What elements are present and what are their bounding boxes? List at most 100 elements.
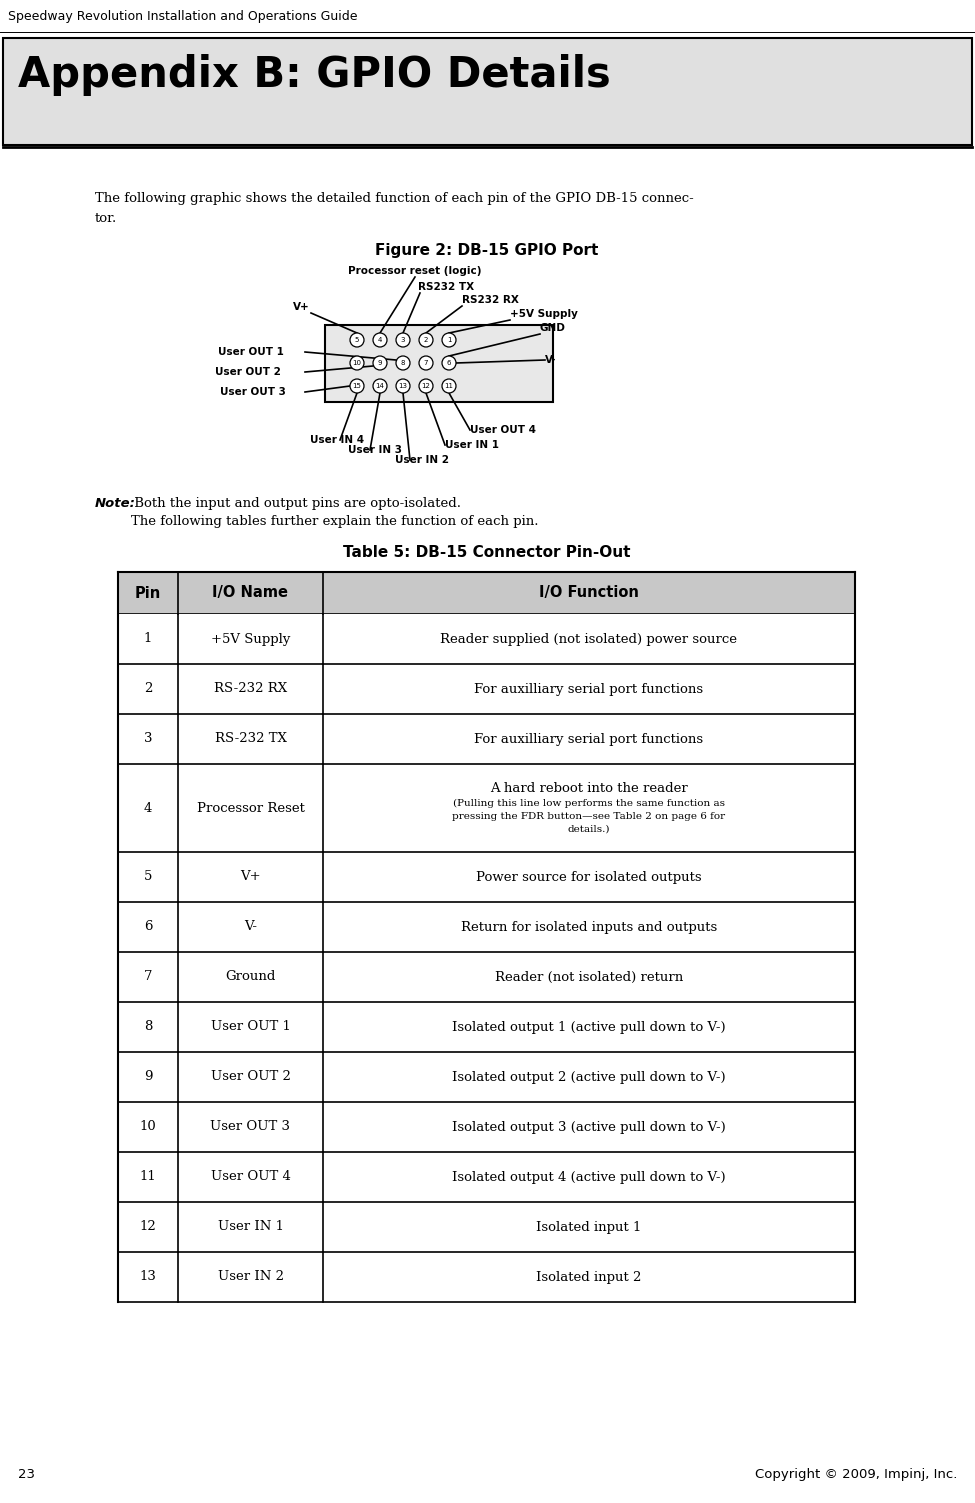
Text: RS-232 RX: RS-232 RX	[214, 682, 287, 696]
Text: 5: 5	[144, 870, 152, 884]
Text: 15: 15	[353, 383, 362, 389]
Bar	[118, 714, 855, 764]
Text: User IN 1: User IN 1	[445, 440, 499, 449]
Circle shape	[373, 334, 387, 347]
Circle shape	[373, 356, 387, 370]
Text: Isolated input 2: Isolated input 2	[536, 1270, 642, 1284]
Bar	[118, 1003, 855, 1052]
Text: 8: 8	[401, 361, 406, 367]
Text: User OUT 4: User OUT 4	[470, 425, 536, 434]
Text: Power source for isolated outputs: Power source for isolated outputs	[476, 870, 702, 884]
Text: Copyright © 2009, Impinj, Inc.: Copyright © 2009, Impinj, Inc.	[755, 1468, 957, 1480]
Text: Both the input and output pins are opto-isolated.: Both the input and output pins are opto-…	[130, 497, 461, 510]
Text: RS-232 TX: RS-232 TX	[214, 732, 287, 745]
Text: 13: 13	[139, 1270, 156, 1284]
Text: Isolated output 4 (active pull down to V-): Isolated output 4 (active pull down to V…	[452, 1171, 725, 1183]
Text: 11: 11	[445, 383, 453, 389]
Circle shape	[442, 356, 456, 370]
Bar	[118, 573, 855, 615]
Text: Appendix B: GPIO Details: Appendix B: GPIO Details	[18, 54, 610, 96]
Text: User IN 2: User IN 2	[395, 455, 449, 464]
Bar	[118, 1151, 855, 1202]
Text: 2: 2	[144, 682, 152, 696]
Text: V-: V-	[545, 355, 557, 365]
Text: I/O Name: I/O Name	[213, 586, 289, 601]
Text: 2: 2	[424, 337, 428, 343]
Text: A hard reboot into the reader: A hard reboot into the reader	[490, 782, 688, 795]
Bar	[118, 1052, 855, 1102]
Text: 9: 9	[143, 1070, 152, 1084]
Text: The following tables further explain the function of each pin.: The following tables further explain the…	[131, 516, 538, 528]
Text: User OUT 2: User OUT 2	[215, 367, 281, 377]
Text: For auxilliary serial port functions: For auxilliary serial port functions	[475, 732, 704, 745]
Text: The following graphic shows the detailed function of each pin of the GPIO DB-15 : The following graphic shows the detailed…	[95, 192, 694, 204]
Circle shape	[419, 356, 433, 370]
Text: Return for isolated inputs and outputs: Return for isolated inputs and outputs	[461, 920, 718, 933]
Text: 13: 13	[399, 383, 408, 389]
Bar	[118, 764, 855, 852]
Text: Pin: Pin	[135, 586, 161, 601]
Text: Reader (not isolated) return: Reader (not isolated) return	[495, 971, 683, 983]
Text: Figure 2: DB-15 GPIO Port: Figure 2: DB-15 GPIO Port	[375, 243, 599, 259]
Text: Reader supplied (not isolated) power source: Reader supplied (not isolated) power sou…	[441, 633, 737, 645]
Text: 10: 10	[139, 1121, 156, 1133]
Circle shape	[442, 379, 456, 392]
Text: User OUT 4: User OUT 4	[211, 1171, 291, 1183]
Text: Note:: Note:	[95, 497, 136, 510]
Text: For auxilliary serial port functions: For auxilliary serial port functions	[475, 682, 704, 696]
Text: Table 5: DB-15 Connector Pin-Out: Table 5: DB-15 Connector Pin-Out	[343, 546, 631, 561]
Text: 14: 14	[375, 383, 384, 389]
Circle shape	[350, 334, 364, 347]
Text: User OUT 3: User OUT 3	[211, 1121, 291, 1133]
Bar	[3, 38, 972, 144]
Circle shape	[419, 379, 433, 392]
Text: Processor reset (logic): Processor reset (logic)	[348, 266, 482, 277]
Text: User IN 3: User IN 3	[348, 445, 402, 455]
Text: 8: 8	[144, 1021, 152, 1034]
Text: Isolated input 1: Isolated input 1	[536, 1220, 642, 1234]
Circle shape	[396, 356, 410, 370]
Text: I/O Function: I/O Function	[539, 586, 639, 601]
Text: Isolated output 1 (active pull down to V-): Isolated output 1 (active pull down to V…	[452, 1021, 725, 1034]
Text: 4: 4	[378, 337, 382, 343]
Text: 3: 3	[143, 732, 152, 745]
Text: GND: GND	[540, 323, 566, 334]
Text: tor.: tor.	[95, 212, 117, 225]
Bar	[118, 615, 855, 664]
Text: 9: 9	[377, 361, 382, 367]
Text: User IN 1: User IN 1	[217, 1220, 284, 1234]
Text: User OUT 1: User OUT 1	[218, 347, 284, 358]
Text: 5: 5	[355, 337, 359, 343]
Text: 12: 12	[139, 1220, 156, 1234]
Circle shape	[442, 334, 456, 347]
Text: 1: 1	[144, 633, 152, 645]
Circle shape	[396, 379, 410, 392]
Text: 6: 6	[447, 361, 451, 367]
Bar	[118, 951, 855, 1003]
Text: 3: 3	[401, 337, 406, 343]
Bar	[118, 852, 855, 902]
Circle shape	[350, 356, 364, 370]
Text: pressing the FDR button—see Table 2 on page 6 for: pressing the FDR button—see Table 2 on p…	[452, 812, 725, 821]
Bar	[118, 1202, 855, 1252]
Text: +5V Supply: +5V Supply	[211, 633, 291, 645]
Bar	[118, 1102, 855, 1151]
Text: Ground: Ground	[225, 971, 276, 983]
Text: details.): details.)	[567, 825, 610, 834]
Text: V+: V+	[240, 870, 261, 884]
Text: User IN 4: User IN 4	[310, 434, 364, 445]
Text: V+: V+	[293, 302, 310, 313]
Text: Isolated output 2 (active pull down to V-): Isolated output 2 (active pull down to V…	[452, 1070, 725, 1084]
Text: 1: 1	[447, 337, 451, 343]
Text: Isolated output 3 (active pull down to V-): Isolated output 3 (active pull down to V…	[452, 1121, 725, 1133]
Text: User OUT 1: User OUT 1	[211, 1021, 291, 1034]
Text: RS232 TX: RS232 TX	[418, 283, 474, 292]
Text: +5V Supply: +5V Supply	[510, 310, 578, 319]
Bar	[325, 325, 553, 401]
Text: Speedway Revolution Installation and Operations Guide: Speedway Revolution Installation and Ope…	[8, 11, 358, 23]
Text: (Pulling this line low performs the same function as: (Pulling this line low performs the same…	[453, 800, 725, 809]
Text: 23: 23	[18, 1468, 35, 1480]
Circle shape	[396, 334, 410, 347]
Circle shape	[373, 379, 387, 392]
Circle shape	[350, 379, 364, 392]
